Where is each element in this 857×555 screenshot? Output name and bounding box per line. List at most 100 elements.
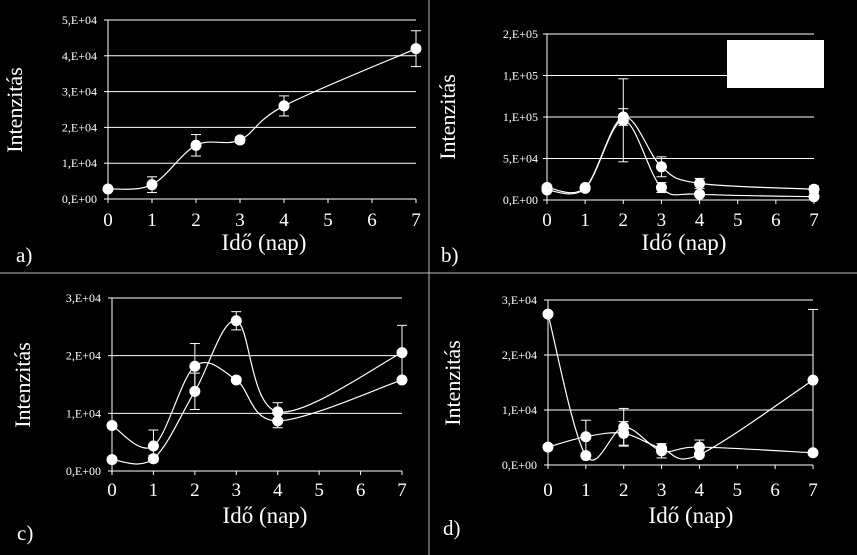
x-tick-label: 2: [619, 480, 629, 501]
panel-label: a): [16, 243, 32, 267]
y-tick-label: 1,E+04: [502, 403, 537, 417]
data-point: [396, 347, 408, 359]
x-axis-title: Idő (nap): [222, 230, 307, 255]
x-tick-label: 0: [542, 210, 552, 231]
x-tick-label: 2: [191, 210, 201, 231]
y-axis-title: Intenzitás: [10, 342, 35, 428]
data-point: [694, 188, 706, 200]
series-2: [106, 311, 408, 466]
y-axis-title: Intenzitás: [435, 74, 460, 160]
data-point: [234, 134, 246, 146]
chart-panel-1: 0,E+00 1,E+04 2,E+04 3,E+04 4,E+04 5,E+04 0 1 2 3…: [2, 13, 422, 267]
y-tick-label: 3,E+04: [502, 293, 537, 307]
y-tick-label: 3,E+04: [62, 85, 97, 99]
x-tick-label: 5: [733, 210, 743, 231]
series-2: [542, 308, 819, 461]
y-tick-label: 2,E+04: [66, 349, 101, 363]
y-tick-label: 1,E+04: [62, 156, 97, 170]
data-point: [541, 184, 553, 196]
y-axis-title: Intenzitás: [2, 67, 27, 153]
x-tick-label: 1: [149, 480, 159, 501]
x-tick-label: 4: [695, 210, 705, 231]
data-point: [656, 443, 668, 454]
data-point: [580, 431, 592, 443]
data-point: [694, 177, 706, 189]
series-1: [102, 30, 422, 195]
data-point: [189, 360, 201, 372]
data-point: [147, 453, 159, 465]
y-tick-label: 5,E+04: [503, 152, 538, 166]
x-tick-label: 4: [695, 480, 705, 501]
y-axis-title: Intenzitás: [440, 340, 465, 426]
x-tick-label: 3: [657, 480, 667, 501]
data-point: [655, 161, 667, 173]
x-tick-label: 0: [107, 480, 117, 501]
x-tick-label: 7: [411, 210, 421, 231]
y-tick-label: 4,E+04: [62, 49, 97, 63]
panels: 0,E+00 1,E+04 2,E+04 3,E+04 4,E+04 5,E+04 0 1 2 3…: [2, 13, 820, 545]
data-point: [542, 441, 554, 453]
data-point: [189, 385, 201, 397]
data-point: [808, 191, 820, 203]
series-line: [547, 313, 814, 461]
x-tick-label: 3: [232, 480, 242, 501]
data-point: [617, 114, 629, 126]
legend-box: [727, 40, 824, 88]
data-point: [278, 100, 290, 112]
x-tick-label: 6: [356, 480, 366, 501]
x-tick-label: 6: [771, 210, 781, 231]
data-point: [147, 440, 159, 452]
data-point: [230, 374, 242, 386]
data-point: [190, 139, 202, 151]
y-tick-label: 0,E+00: [62, 192, 97, 206]
data-point: [106, 454, 118, 466]
x-tick-label: 7: [397, 480, 407, 501]
x-tick-label: 5: [733, 480, 743, 501]
data-point: [542, 308, 554, 320]
data-point: [655, 182, 667, 194]
y-tick-label: 1,E+04: [66, 406, 101, 420]
chart-panel-3: 0,E+00 1,E+04 2,E+04 3,E+04 0 1 2 3 4 5 6 7 Idő (nap…: [10, 291, 408, 545]
x-tick-label: 0: [543, 480, 553, 501]
panel-label: d): [443, 516, 461, 540]
x-axis-title: Idő (nap): [642, 230, 727, 255]
data-point: [230, 315, 242, 327]
y-tick-label: 2,E+04: [502, 348, 537, 362]
chart-panel-4: 0,E+00 1,E+04 2,E+04 3,E+04 0 1 2 3 4 5 6 7 Idő (nap…: [440, 293, 819, 540]
x-tick-label: 6: [367, 210, 377, 231]
y-tick-label: 0,E+00: [503, 193, 538, 207]
x-tick-label: 2: [619, 210, 629, 231]
y-tick-label: 0,E+00: [66, 464, 101, 478]
x-tick-label: 5: [323, 210, 333, 231]
y-tick-label: 1,E+05: [503, 110, 538, 124]
x-tick-label: 6: [770, 480, 780, 501]
y-tick-label: 3,E+04: [66, 291, 101, 305]
x-axis-title: Idő (nap): [649, 503, 734, 528]
x-tick-label: 1: [147, 210, 157, 231]
data-point: [693, 449, 705, 461]
x-tick-label: 7: [808, 480, 818, 501]
y-tick-label: 2,E+05: [503, 27, 538, 41]
data-point: [106, 419, 118, 431]
x-tick-label: 2: [190, 480, 200, 501]
x-axis-title: Idő (nap): [223, 503, 308, 528]
data-point: [618, 427, 630, 439]
x-tick-label: 1: [581, 480, 591, 501]
chart-panel-2: 0,E+00 5,E+04 1,E+05 1,E+05 2,E+05 0 1 2 3 4 5 6 7 Id…: [435, 27, 820, 267]
y-tick-label: 2,E+04: [62, 120, 97, 134]
data-point: [579, 182, 591, 194]
data-point: [807, 374, 819, 386]
x-tick-label: 7: [809, 210, 819, 231]
data-point: [146, 179, 158, 191]
panel-label: b): [441, 243, 459, 267]
series-2: [541, 78, 820, 203]
y-tick-label: 1,E+05: [503, 69, 538, 83]
x-tick-label: 1: [580, 210, 590, 231]
x-tick-label: 5: [314, 480, 324, 501]
y-tick-label: 5,E+04: [62, 13, 97, 27]
panel-label: c): [17, 521, 33, 545]
x-tick-label: 0: [103, 210, 113, 231]
x-tick-label: 3: [235, 210, 245, 231]
data-point: [272, 406, 284, 418]
